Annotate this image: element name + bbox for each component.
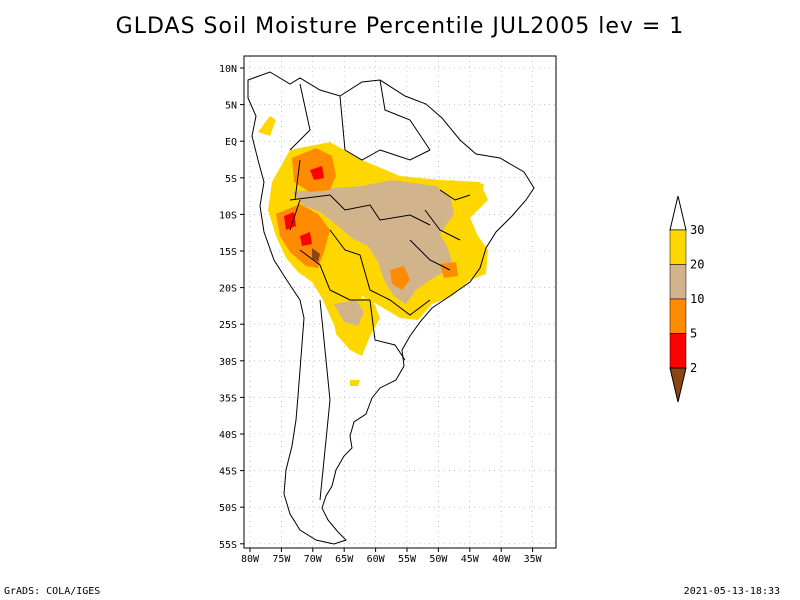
lat-tick-labels: 10N 5N EQ 5S 10S 15S 20S 25S 30S 35S 40S 45S 50S 55S	[219, 64, 244, 551]
coastlines	[247, 71, 535, 545]
shading-tan-south	[334, 300, 364, 326]
lat-tick-label: EQ	[225, 137, 237, 148]
lat-tick-label: 10S	[219, 210, 237, 221]
lat-tick-label: 15S	[219, 247, 237, 258]
shading-yellow-nw	[258, 116, 276, 136]
legend-swatch	[669, 229, 687, 265]
lon-tick-label: 35W	[524, 554, 543, 565]
map-frame	[243, 55, 557, 549]
legend-swatch-bottom	[669, 367, 687, 403]
legend-label: 10	[690, 292, 704, 306]
shading-red-west	[284, 212, 296, 230]
lat-tick-label: 25S	[219, 320, 237, 331]
legend-label: 5	[690, 327, 697, 341]
moisture-shading	[258, 116, 488, 386]
color-legend: 30 20 10 5 2	[669, 195, 704, 403]
lat-tick-label: 45S	[219, 467, 237, 478]
lon-tick-label: 50W	[429, 554, 448, 565]
shading-red-mid	[300, 232, 312, 246]
lat-tick-label: 50S	[219, 503, 237, 514]
country-borders	[289, 79, 471, 501]
lon-tick-label: 40W	[492, 554, 511, 565]
lon-tick-label: 45W	[461, 554, 480, 565]
legend-label: 20	[690, 258, 704, 272]
lon-tick-label: 80W	[241, 554, 260, 565]
shading-tan-basin	[292, 180, 454, 304]
lat-tick-label: 35S	[219, 393, 237, 404]
lon-tick-labels: 80W 75W 70W 65W 60W 55W 50W 45W 40W 35W	[241, 548, 543, 565]
lat-tick-label: 10N	[219, 64, 237, 75]
shading-red-north	[310, 166, 324, 180]
legend-swatch	[669, 333, 687, 369]
lon-tick-label: 60W	[367, 554, 386, 565]
map-title: GLDAS Soil Moisture Percentile JUL2005 l…	[115, 14, 685, 39]
legend-swatch-top	[669, 195, 687, 231]
lat-tick-label: 5S	[225, 174, 237, 185]
lat-tick-label: 20S	[219, 284, 237, 295]
lon-tick-label: 70W	[304, 554, 323, 565]
shading-orange-mid	[390, 266, 410, 290]
footer-timestamp: 2021-05-13-18:33	[683, 586, 780, 597]
lat-tick-label: 40S	[219, 430, 237, 441]
legend-swatch	[669, 264, 687, 300]
lon-tick-label: 75W	[272, 554, 291, 565]
lon-tick-label: 65W	[335, 554, 354, 565]
legend-swatch	[669, 298, 687, 334]
lon-tick-label: 55W	[398, 554, 417, 565]
south-america-coast	[247, 71, 535, 545]
footer-credit: GrADS: COLA/IGES	[4, 586, 101, 597]
shading-brown	[312, 248, 320, 262]
lat-tick-label: 55S	[219, 540, 237, 551]
lat-tick-label: 5N	[225, 101, 237, 112]
legend-label: 30	[690, 223, 704, 237]
legend-label: 2	[690, 361, 697, 375]
lat-tick-label: 30S	[219, 357, 237, 368]
shading-yellow-ne	[448, 180, 484, 216]
shading-yellow-dot	[350, 380, 360, 386]
